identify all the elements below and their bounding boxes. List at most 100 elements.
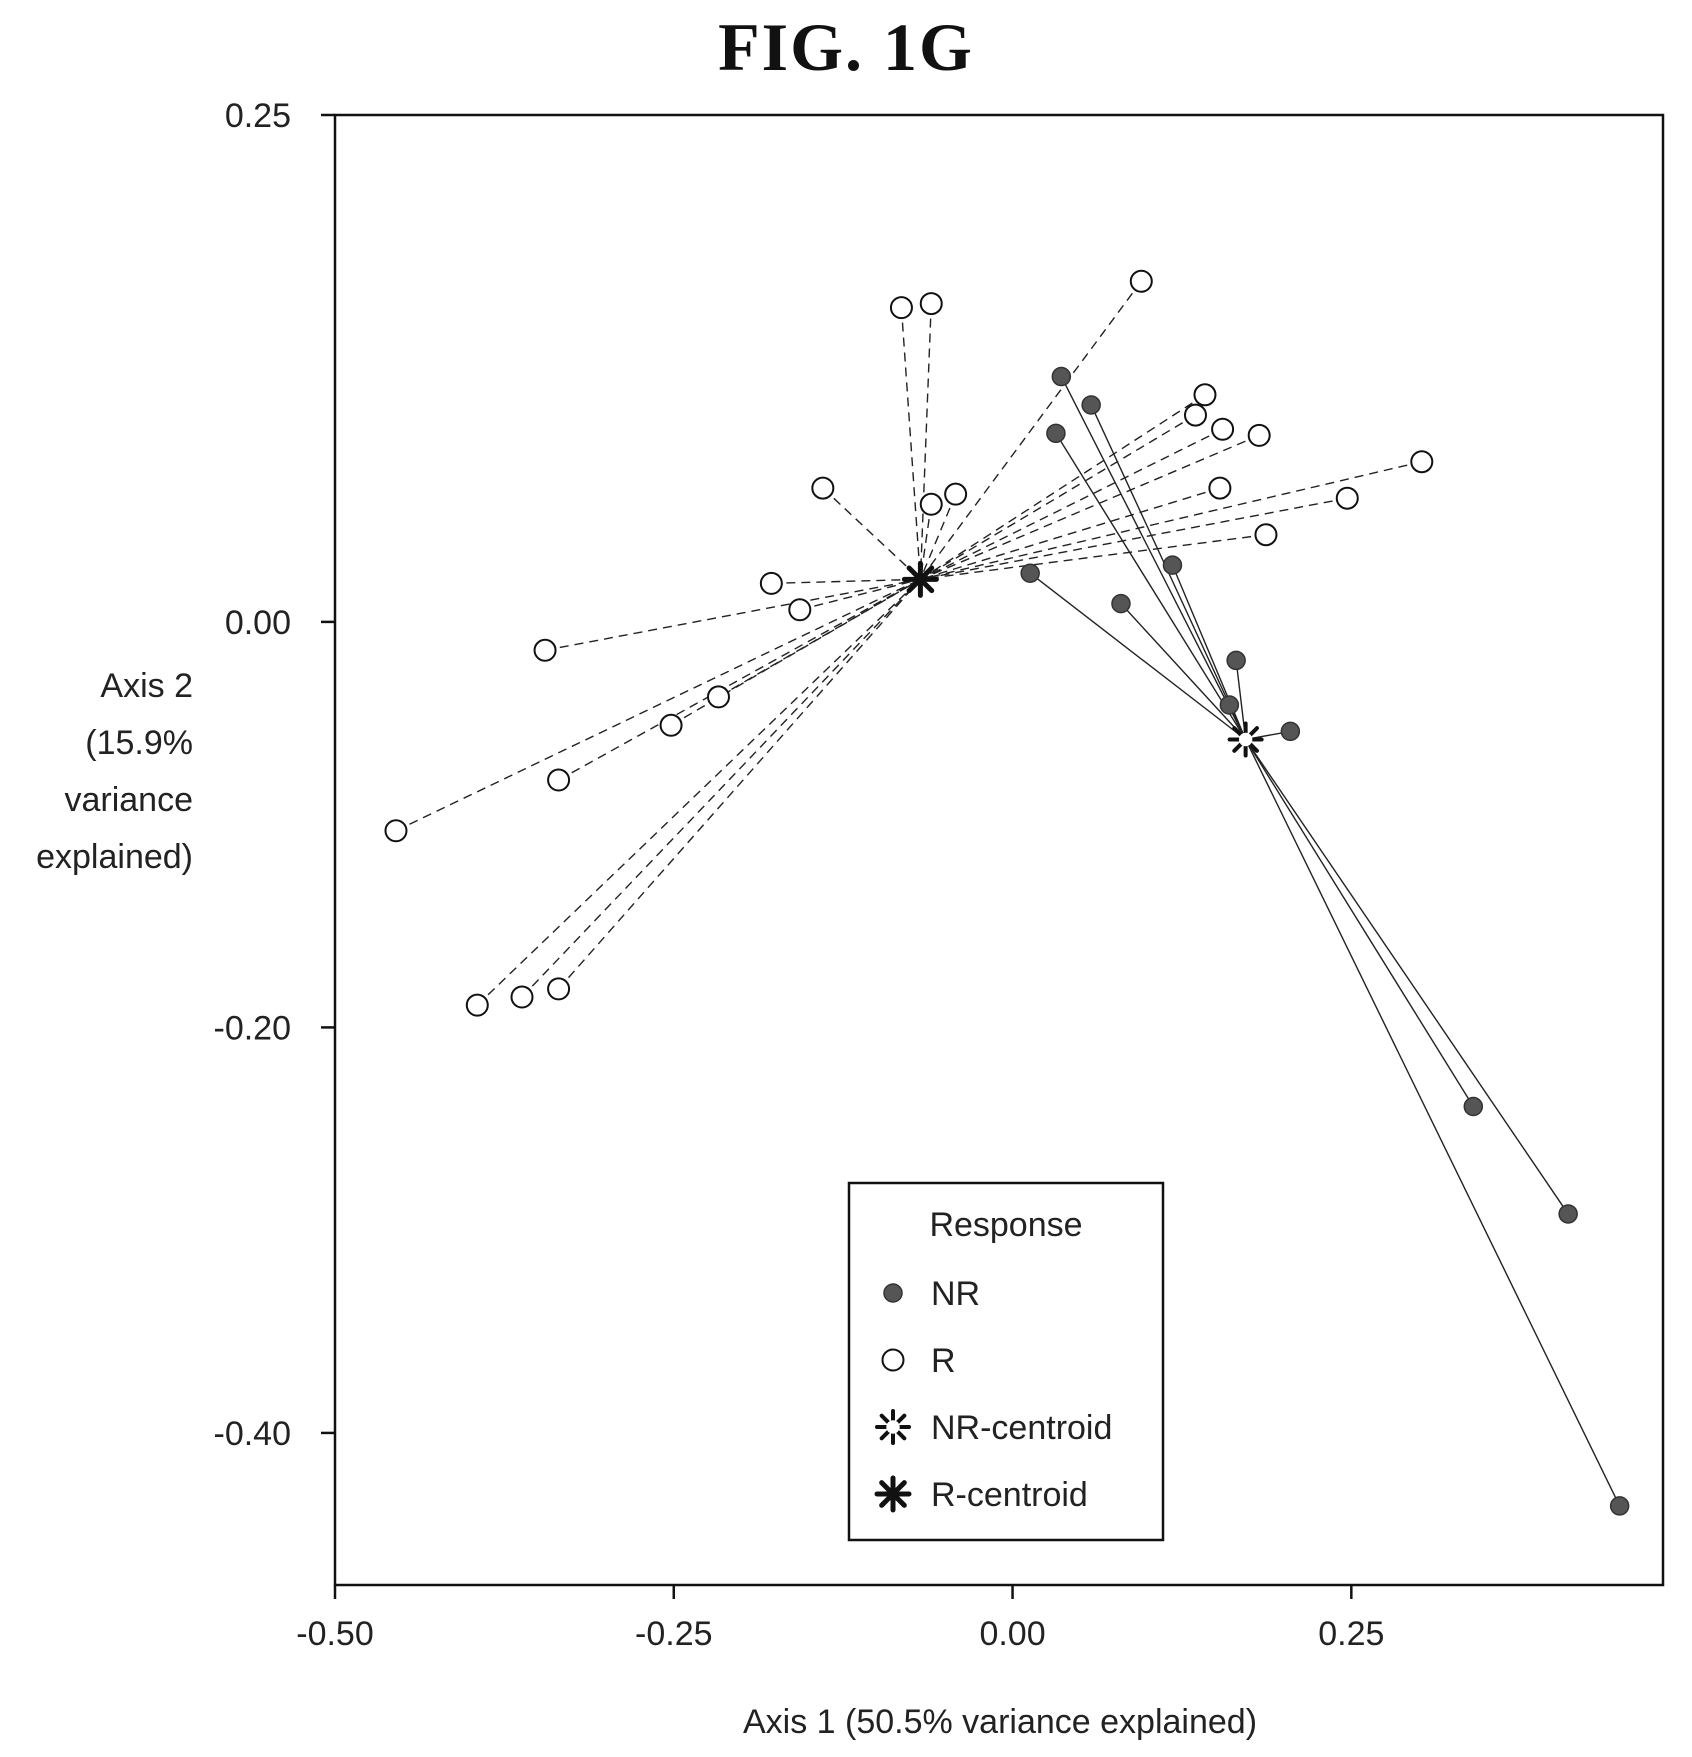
r-spoke xyxy=(920,497,1348,581)
r-spoke xyxy=(920,414,1196,580)
legend-nr-marker xyxy=(883,1283,903,1303)
star-stroke xyxy=(879,1480,907,1508)
r-spoke xyxy=(476,578,921,1006)
r-point xyxy=(919,292,943,316)
x-tick-label: 0.25 xyxy=(1318,1615,1384,1653)
y-tick-label: -0.40 xyxy=(214,1415,292,1453)
r-point xyxy=(788,598,812,622)
r-point xyxy=(384,819,408,843)
nr-point xyxy=(1020,563,1040,583)
r-spoke xyxy=(920,434,1260,580)
nr-spoke xyxy=(1060,376,1247,740)
nr-point xyxy=(1219,695,1240,715)
r-point xyxy=(706,685,730,709)
figure-title: FIG. 1G xyxy=(718,9,974,85)
r-point xyxy=(1129,269,1153,293)
y-axis-label-line: Axis 2 xyxy=(100,667,193,705)
nr-spoke xyxy=(1245,739,1569,1215)
r-point xyxy=(533,638,557,662)
r-spoke xyxy=(920,394,1206,580)
nr-point xyxy=(1226,650,1246,671)
r-spoke xyxy=(771,578,921,585)
r-point xyxy=(1335,486,1359,510)
nr-point xyxy=(1081,395,1101,415)
x-tick-label: -0.50 xyxy=(296,1615,374,1653)
nr-spoke xyxy=(1055,432,1247,740)
centroid-markers xyxy=(901,560,1264,758)
r-spoke xyxy=(558,578,921,990)
r-point xyxy=(759,571,783,595)
y-axis-label-line: (15.9% xyxy=(85,724,193,762)
nr-point xyxy=(1111,593,1131,614)
r-spoke xyxy=(919,303,932,580)
nr-point xyxy=(1280,721,1301,742)
r-spoke xyxy=(900,307,922,580)
r-point xyxy=(547,977,571,1001)
plot-frame xyxy=(333,113,1665,1587)
nr-point xyxy=(1046,423,1066,444)
r-point xyxy=(1183,403,1207,427)
y-axis: 0.25 0.00 -0.20 -0.40 xyxy=(214,97,335,1453)
legend: Response NR R NR-centroid R-centroid xyxy=(847,1181,1165,1542)
r-point xyxy=(1410,450,1434,474)
star-stroke xyxy=(906,565,935,594)
r-spoke xyxy=(544,578,921,651)
r-point xyxy=(659,713,683,737)
nr-point xyxy=(1609,1496,1630,1516)
x-tick-label: -0.25 xyxy=(635,1615,713,1653)
r-point xyxy=(1254,523,1278,547)
r-spoke xyxy=(919,280,1142,580)
r-spoke xyxy=(920,534,1267,581)
legend-entry-label: R xyxy=(931,1342,956,1380)
r-spoke xyxy=(919,493,957,580)
x-axis: -0.50 -0.25 0.00 0.25 xyxy=(296,1585,1384,1653)
nr-point xyxy=(1558,1204,1578,1224)
y-tick-label: -0.20 xyxy=(214,1009,292,1047)
nr-spoke xyxy=(1029,572,1247,741)
data-points xyxy=(384,269,1630,1516)
r-spoke xyxy=(920,461,1422,580)
nr-point xyxy=(1162,555,1183,575)
legend-r-centroid-marker xyxy=(874,1475,912,1513)
y-tick-label: 0.25 xyxy=(225,97,291,135)
nr-spoke xyxy=(1120,603,1247,740)
r-spoke xyxy=(558,578,921,781)
r-point xyxy=(547,768,571,792)
star-center xyxy=(886,1420,900,1434)
r-spoke xyxy=(920,487,1221,580)
nr-spoke xyxy=(1245,739,1474,1107)
x-tick-label: 0.00 xyxy=(979,1615,1045,1653)
legend-title: Response xyxy=(929,1206,1082,1244)
y-axis-label: Axis 2 (15.9% variance explained) xyxy=(36,667,193,876)
x-axis-label: Axis 1 (50.5% variance explained) xyxy=(743,1703,1257,1741)
legend-entry-label: R-centroid xyxy=(931,1476,1088,1514)
r-point xyxy=(1193,383,1217,407)
r-point xyxy=(1211,417,1235,441)
legend-r-marker xyxy=(881,1348,905,1372)
r-spoke xyxy=(521,578,921,998)
r-point xyxy=(1247,423,1271,447)
r-spoke xyxy=(799,578,921,611)
r-point xyxy=(944,482,968,506)
legend-entry-label: NR-centroid xyxy=(931,1409,1112,1447)
r-spoke xyxy=(395,578,921,832)
r-point xyxy=(465,993,489,1017)
y-axis-label-line: variance xyxy=(64,781,193,819)
r-point xyxy=(510,985,534,1009)
nr-point xyxy=(1051,366,1072,387)
nr-centroid-marker xyxy=(1227,721,1264,758)
nr-point xyxy=(1463,1096,1484,1117)
legend-entry-label: NR xyxy=(931,1275,980,1313)
r-point xyxy=(811,476,835,500)
r-point xyxy=(889,296,913,320)
nr-spoke xyxy=(1244,739,1621,1507)
r-spoke xyxy=(920,428,1223,580)
r-point xyxy=(1208,476,1232,500)
r-centroid-marker xyxy=(901,560,939,598)
r-spoke xyxy=(822,487,921,580)
legend-nr-centroid-marker xyxy=(875,1409,911,1445)
y-tick-label: 0.00 xyxy=(225,604,291,642)
star-center xyxy=(1238,732,1253,747)
r-point xyxy=(919,492,943,516)
